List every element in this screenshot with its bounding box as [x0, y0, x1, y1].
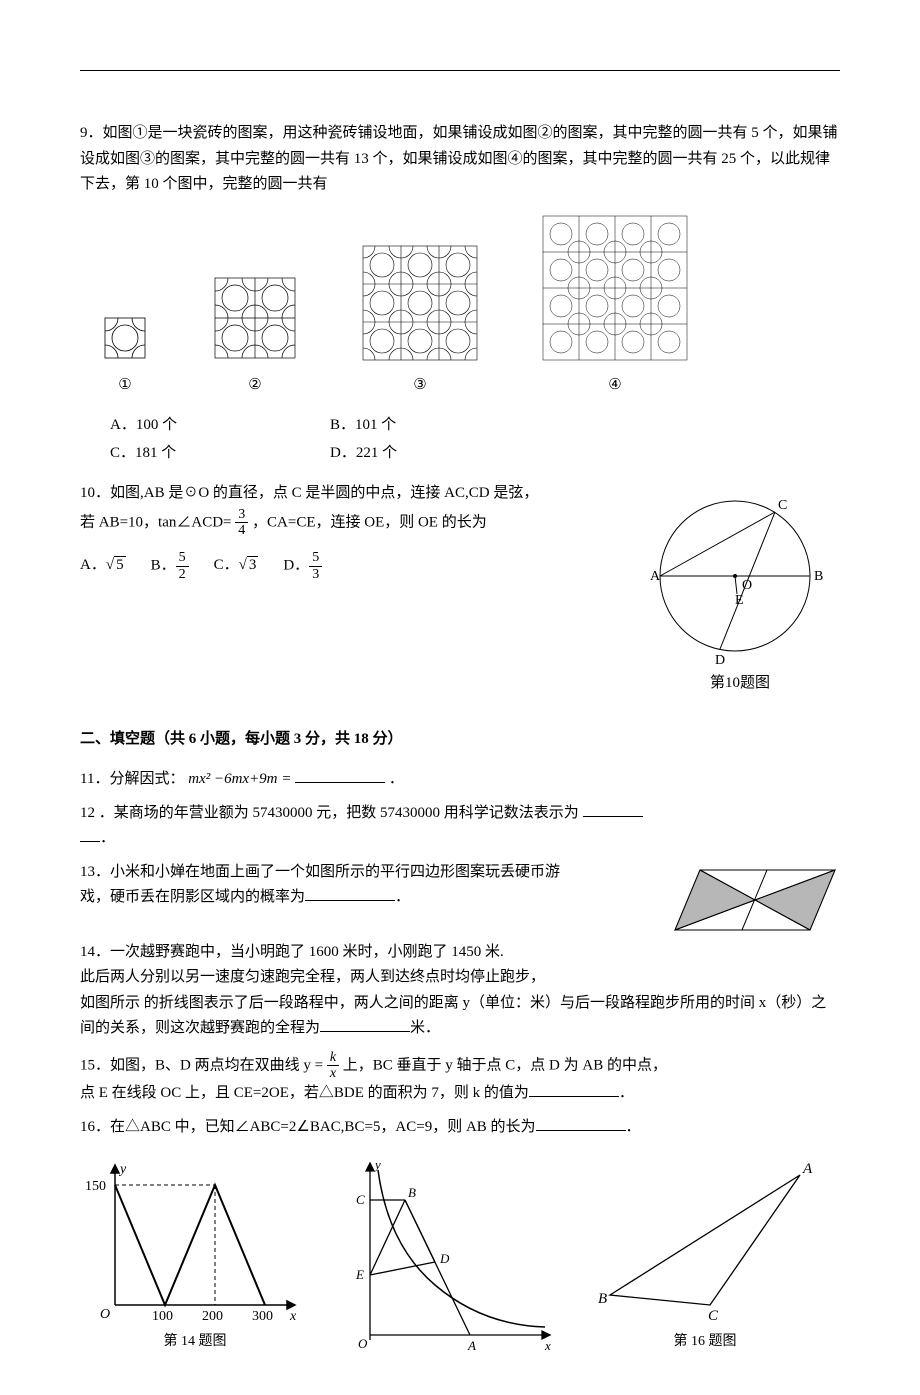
svg-text:300: 300 — [252, 1309, 273, 1324]
q13-l1: 13．小米和小婵在地面上画了一个如图所示的平行四边形图案玩丢硬币游 — [80, 860, 655, 886]
q13-figure — [670, 860, 840, 940]
q9-options: A．100 个 B．101 个 C．181 个 D．221 个 — [110, 413, 840, 466]
q16-blank — [536, 1116, 626, 1131]
q12-end: ． — [100, 830, 115, 846]
q10-caption: 第10题图 — [640, 671, 840, 697]
svg-text:C: C — [708, 1308, 719, 1324]
figure-15: y x O C B D E A — [340, 1155, 560, 1355]
svg-text:x: x — [289, 1309, 297, 1324]
q9-label-2: ② — [210, 373, 300, 399]
top-rule — [80, 70, 840, 71]
q9-label-1: ① — [100, 373, 150, 399]
q10-l2-pre: 若 AB=10，tan∠ACD= — [80, 514, 232, 530]
q9-label-3: ③ — [360, 373, 480, 399]
question-10: 10．如图,AB 是☉O 的直径，点 C 是半圆的中点，连接 AC,CD 是弦，… — [80, 481, 840, 697]
svg-text:D: D — [715, 653, 725, 668]
svg-text:A: A — [467, 1338, 476, 1353]
q9-fig-1 — [100, 313, 150, 363]
q15-l1: 15．如图，B、D 两点均在双曲线 y = kx 上，BC 垂直于 y 轴于点 … — [80, 1050, 840, 1082]
q14-l1: 14．一次越野赛跑中，当小明跑了 1600 米时，小刚跑了 1450 米. — [80, 940, 840, 966]
q13-blank — [305, 886, 395, 901]
q10-frac: 34 — [235, 507, 248, 539]
question-12: 12 ．某商场的年营业额为 57430000 元，把数 57430000 用科学… — [80, 801, 840, 852]
q10-opt-a: A．5 — [80, 553, 126, 579]
fig14-caption: 第 14 题图 — [164, 1330, 227, 1354]
q10-text: 10．如图,AB 是☉O 的直径，点 C 是半圆的中点，连接 AC,CD 是弦，… — [80, 481, 620, 582]
q9-opt-d: D．221 个 — [330, 441, 530, 467]
q10-opt-b: B．52 — [151, 550, 189, 582]
bottom-figures: y x O 150 100 200 300 第 14 题图 — [80, 1155, 840, 1355]
figure-14: y x O 150 100 200 300 第 14 题图 — [80, 1155, 310, 1354]
q10-line2: 若 AB=10，tan∠ACD= 34 ，CA=CE，连接 OE，则 OE 的长… — [80, 507, 620, 539]
svg-text:A: A — [802, 1161, 813, 1177]
q10-line1: 10．如图,AB 是☉O 的直径，点 C 是半圆的中点，连接 AC,CD 是弦， — [80, 481, 620, 507]
svg-text:D: D — [439, 1251, 450, 1266]
figure-16: A B C 第 16 题图 — [590, 1155, 820, 1354]
q10-l2-post: ，CA=CE，连接 OE，则 OE 的长为 — [252, 514, 487, 530]
svg-text:100: 100 — [152, 1309, 173, 1324]
q14-l2: 此后两人分别以另一速度匀速跑完全程，两人到达终点时均停止跑步， — [80, 965, 840, 991]
q9-fig-4 — [540, 213, 690, 363]
q9-fig-3 — [360, 243, 480, 363]
q10-opt-d: D．53 — [283, 550, 322, 582]
question-15: 15．如图，B、D 两点均在双曲线 y = kx 上，BC 垂直于 y 轴于点 … — [80, 1050, 840, 1107]
q9-fig-2 — [210, 273, 300, 363]
q15-blank — [529, 1082, 619, 1097]
question-11: 11．分解因式： mx² −6mx+9m = ． — [80, 767, 840, 793]
question-13: 13．小米和小婵在地面上画了一个如图所示的平行四边形图案玩丢硬币游 戏，硬币丢在… — [80, 860, 840, 940]
q14-l3: 如图所示 的折线图表示了后一段路程中，两人之间的距离 y（单位：米）与后一段路程… — [80, 991, 840, 1042]
svg-text:C: C — [356, 1192, 365, 1207]
q12-blank — [583, 802, 643, 817]
svg-text:E: E — [735, 593, 744, 608]
svg-text:y: y — [373, 1157, 381, 1172]
q9-figures — [100, 213, 840, 363]
q11-post: ． — [389, 771, 404, 787]
fig16-caption: 第 16 题图 — [674, 1330, 737, 1354]
svg-text:150: 150 — [85, 1179, 106, 1194]
svg-text:C: C — [778, 498, 787, 513]
q15-frac: kx — [327, 1050, 339, 1082]
svg-text:B: B — [408, 1185, 416, 1200]
svg-text:E: E — [355, 1267, 364, 1282]
svg-text:200: 200 — [202, 1309, 223, 1324]
q13-l2: 戏，硬币丢在阴影区域内的概率为． — [80, 885, 655, 911]
q9-opt-a: A．100 个 — [110, 413, 330, 439]
q14-blank — [320, 1017, 410, 1032]
svg-text:O: O — [100, 1307, 110, 1322]
q12-blank-2 — [80, 827, 100, 842]
question-14: 14．一次越野赛跑中，当小明跑了 1600 米时，小刚跑了 1450 米. 此后… — [80, 940, 840, 1042]
svg-text:O: O — [742, 578, 752, 593]
q9-opt-b: B．101 个 — [330, 413, 530, 439]
svg-text:A: A — [650, 569, 661, 584]
q12-text: 12 ．某商场的年营业额为 57430000 元，把数 57430000 用科学… — [80, 805, 579, 821]
section-2-heading: 二、填空题（共 6 小题，每小题 3 分，共 18 分） — [80, 727, 840, 753]
svg-text:B: B — [814, 569, 823, 584]
svg-text:y: y — [118, 1162, 127, 1177]
question-9: 9．如图①是一块瓷砖的图案，用这种瓷砖铺设地面，如果铺设成如图②的图案，其中完整… — [80, 121, 840, 466]
q11-blank — [295, 768, 385, 783]
svg-text:B: B — [598, 1291, 607, 1307]
q9-label-4: ④ — [540, 373, 690, 399]
q9-labels: ① ② ③ ④ — [100, 373, 840, 399]
q10-options: A．5 B．52 C．3 D．53 — [80, 550, 620, 582]
q10-opt-c: C．3 — [214, 553, 259, 579]
q11-pre: 11．分解因式： — [80, 771, 184, 787]
q9-text: 9．如图①是一块瓷砖的图案，用这种瓷砖铺设地面，如果铺设成如图②的图案，其中完整… — [80, 121, 840, 198]
q11-expr: mx² −6mx+9m = — [188, 771, 291, 787]
q10-figure: A B C D E O 第10题图 — [640, 481, 840, 697]
q9-opt-c: C．181 个 — [110, 441, 330, 467]
q15-l2: 点 E 在线段 OC 上，且 CE=2OE，若△BDE 的面积为 7，则 k 的… — [80, 1081, 840, 1107]
svg-text:x: x — [544, 1338, 551, 1353]
svg-text:O: O — [358, 1336, 368, 1351]
question-16: 16．在△ABC 中，已知∠ABC=2∠BAC,BC=5，AC=9，则 AB 的… — [80, 1115, 840, 1141]
